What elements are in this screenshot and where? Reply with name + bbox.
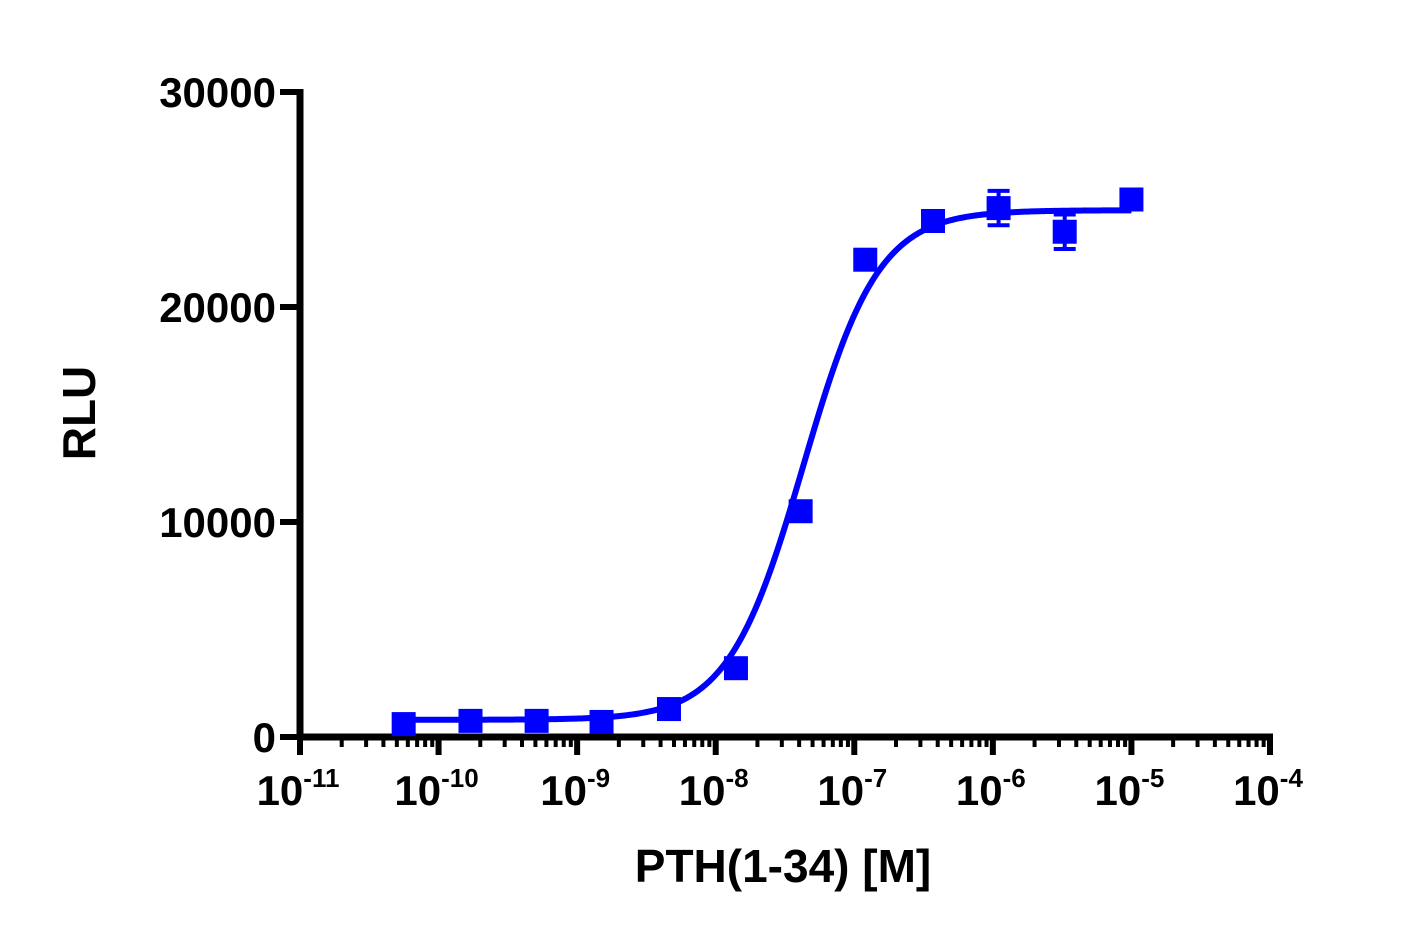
square-marker [986, 196, 1011, 221]
x-tick-exponent: -5 [1141, 763, 1164, 793]
x-tick-exponent: -8 [726, 763, 749, 793]
fit-curve [403, 207, 1132, 723]
x-tick-exponent: -7 [864, 763, 887, 793]
x-tick-base: 10 [956, 767, 1003, 814]
x-tick-base: 10 [394, 767, 441, 814]
x-tick-label: 10-7 [817, 763, 887, 814]
x-tick-base: 10 [679, 767, 726, 814]
data-point [656, 697, 681, 722]
square-marker [853, 247, 878, 272]
data-point [723, 656, 748, 681]
x-tick-base: 10 [1233, 767, 1280, 814]
x-tick-exponent: -6 [1003, 763, 1026, 793]
square-marker [391, 712, 416, 737]
x-axis-ticks: 10-11 10-10 10-9 10-8 10-7 10-6 10-5 10-4 [257, 737, 1303, 814]
square-marker [589, 709, 614, 734]
y-axis-title: RLU [53, 366, 105, 461]
data-point [986, 188, 1011, 228]
square-marker [788, 499, 813, 524]
data-point [589, 709, 614, 734]
square-marker [921, 209, 946, 233]
x-axis-title: PTH(1-34) [M] [635, 840, 931, 892]
data-point [1119, 187, 1144, 212]
data-point [391, 712, 416, 737]
y-tick-label: 30000 [159, 69, 276, 116]
data-point [921, 209, 946, 233]
y-tick-label: 20000 [159, 284, 276, 331]
x-tick-label: 10-10 [394, 763, 478, 814]
x-tick-label: 10-9 [540, 763, 610, 814]
x-tick-label: 10-5 [1095, 763, 1165, 814]
data-point [788, 499, 813, 524]
data-point [1052, 212, 1077, 251]
x-tick-label: 10-8 [679, 763, 749, 814]
square-marker [1052, 219, 1077, 244]
x-tick-base: 10 [1095, 767, 1142, 814]
square-marker [524, 708, 549, 733]
x-tick-label: 10-4 [1233, 763, 1303, 814]
data-point [458, 708, 483, 733]
square-marker [458, 708, 483, 733]
x-tick-base: 10 [540, 767, 587, 814]
axes [296, 89, 1273, 741]
square-marker [656, 697, 681, 722]
x-tick-base: 10 [257, 767, 304, 814]
data-point [524, 708, 549, 733]
y-tick-label: 10000 [159, 499, 276, 546]
y-axis-ticks: 0 10000 20000 30000 [159, 69, 300, 761]
x-tick-label: 10-6 [956, 763, 1026, 814]
square-marker [1119, 187, 1144, 212]
x-tick-exponent: -9 [587, 763, 610, 793]
x-tick-label: 10-11 [257, 763, 340, 814]
x-tick-base: 10 [817, 767, 864, 814]
data-points [391, 187, 1144, 737]
x-tick-exponent: -11 [303, 763, 339, 793]
data-point [853, 247, 878, 272]
square-marker [723, 656, 748, 681]
y-tick-label: 0 [253, 714, 276, 761]
x-tick-exponent: -10 [441, 763, 479, 793]
x-tick-exponent: -4 [1280, 763, 1304, 793]
